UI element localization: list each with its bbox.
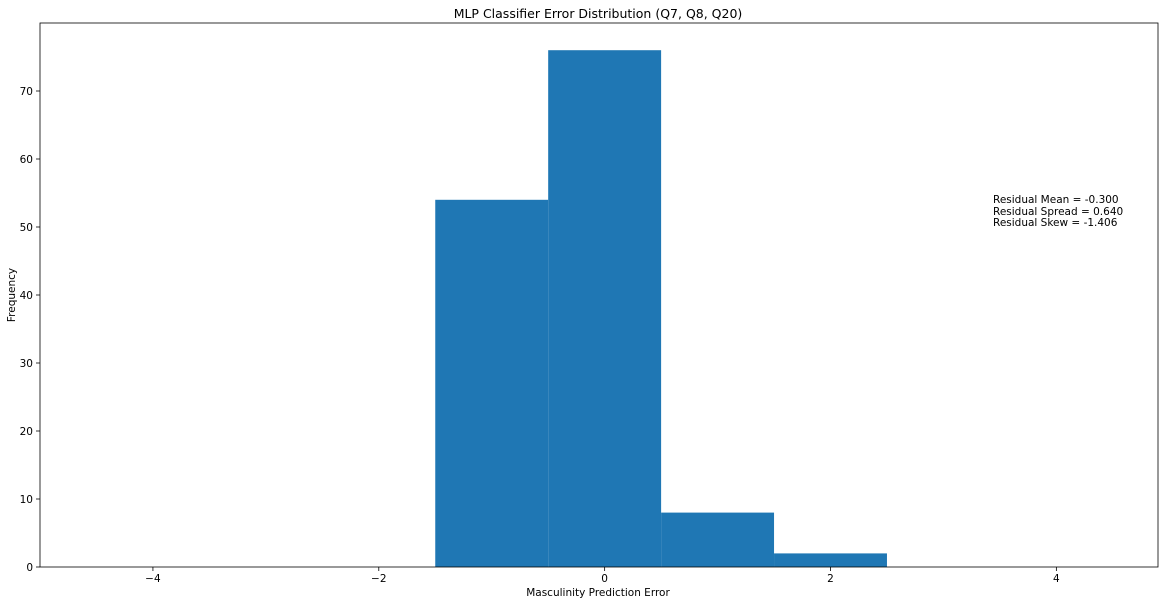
stats-annotation: Residual Mean = -0.300 Residual Spread =… xyxy=(993,194,1123,229)
y-tick-label: 60 xyxy=(20,154,33,166)
x-tick-label: −4 xyxy=(145,573,161,585)
y-tick-label: 50 xyxy=(20,222,33,234)
x-tick-label: 0 xyxy=(601,573,608,585)
y-axis-label: Frequency xyxy=(6,268,18,322)
histogram-bar-2 xyxy=(661,512,775,567)
x-tick-label: 2 xyxy=(827,573,834,585)
histogram-bar-0 xyxy=(435,199,549,568)
y-axis-ticks: 0 10 20 30 40 50 60 70 xyxy=(20,86,40,574)
annotation-residual-spread: Residual Spread = 0.640 xyxy=(993,206,1123,218)
y-tick-label: 0 xyxy=(26,562,33,574)
y-tick-label: 30 xyxy=(20,358,33,370)
y-tick-label: 40 xyxy=(20,290,33,302)
x-axis-ticks: −4 −2 0 2 4 xyxy=(145,567,1060,585)
y-tick-label: 10 xyxy=(20,494,33,506)
histogram-bar-1 xyxy=(548,50,662,567)
annotation-residual-mean: Residual Mean = -0.300 xyxy=(993,194,1119,206)
annotation-residual-skew: Residual Skew = -1.406 xyxy=(993,217,1118,229)
chart-title: MLP Classifier Error Distribution (Q7, Q… xyxy=(454,6,743,21)
bars-layer xyxy=(435,50,887,568)
histogram-bar-3 xyxy=(774,553,887,567)
x-tick-label: −2 xyxy=(371,573,386,585)
x-axis-label: Masculinity Prediction Error xyxy=(526,587,670,599)
y-tick-label: 20 xyxy=(20,426,33,438)
y-tick-label: 70 xyxy=(20,86,33,98)
x-tick-label: 4 xyxy=(1053,573,1060,585)
